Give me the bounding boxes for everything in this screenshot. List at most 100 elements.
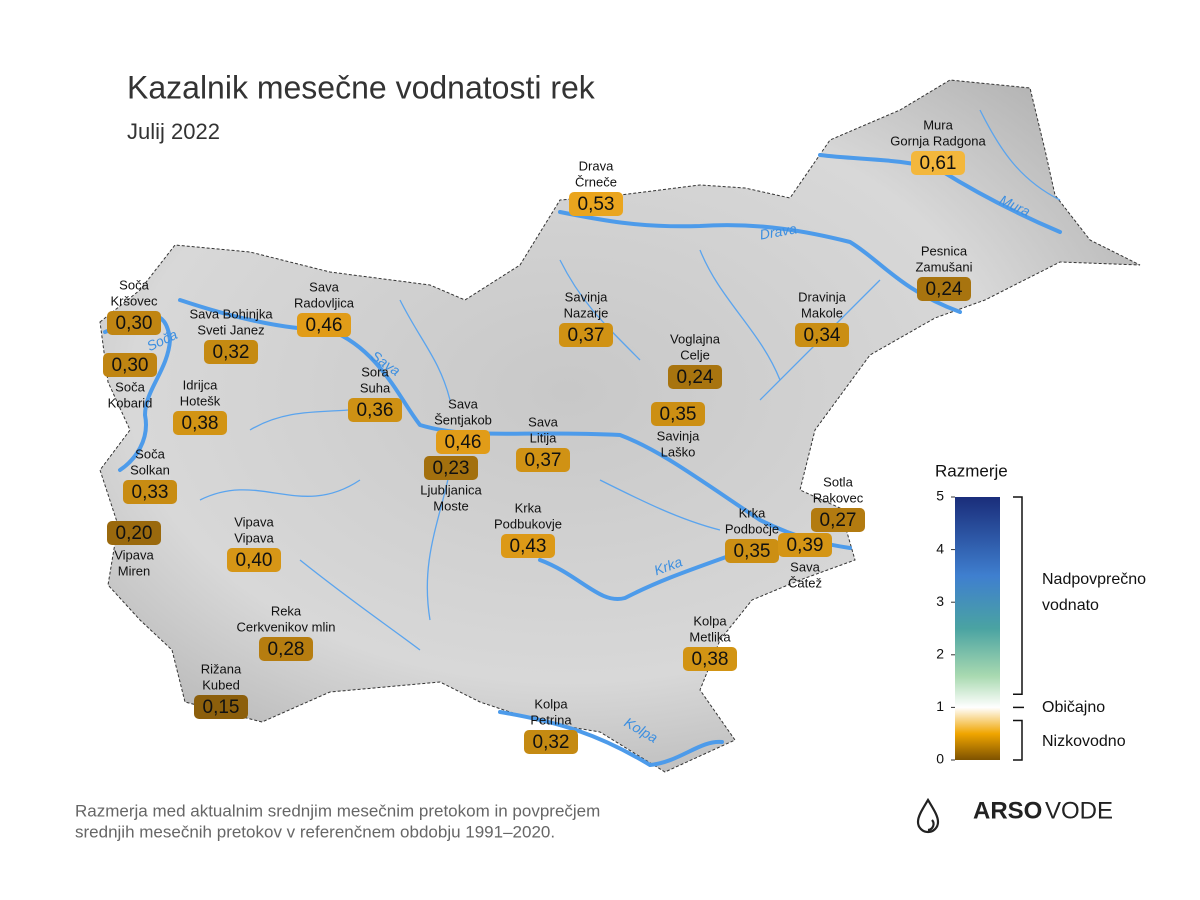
station-name: Sveti Janez xyxy=(197,322,264,337)
river-name: Pesnica xyxy=(921,243,968,258)
river-name: Sava xyxy=(790,559,820,574)
station-name: Cerkvenikov mlin xyxy=(237,619,336,634)
station-name: Nazarje xyxy=(564,305,609,320)
river-name: Rižana xyxy=(201,661,242,676)
value-box xyxy=(424,456,478,480)
value-box xyxy=(559,323,613,347)
station-name: Vipava xyxy=(234,530,274,545)
value-box xyxy=(173,411,227,435)
value: 0,61 xyxy=(920,153,957,174)
value-box xyxy=(348,398,402,422)
value: 0,35 xyxy=(734,541,771,562)
station-name: Suha xyxy=(360,380,391,395)
legend-title: Razmerje xyxy=(935,461,1008,480)
station-name: Čatež xyxy=(788,575,822,590)
logo-text: ARSO xyxy=(973,797,1042,824)
station-name: Šentjakob xyxy=(434,412,492,427)
value: 0,43 xyxy=(510,536,547,557)
value: 0,37 xyxy=(525,450,562,471)
value-box xyxy=(227,548,281,572)
river-name: Kolpa xyxy=(534,696,568,711)
river-name: Sava xyxy=(309,279,339,294)
river-name: Ljubljanica xyxy=(420,482,482,497)
river-name: Reka xyxy=(271,603,302,618)
station-name: Podbukovje xyxy=(494,516,562,531)
river-name: Sora xyxy=(361,364,389,379)
value-box xyxy=(795,323,849,347)
value-box xyxy=(204,340,258,364)
value: 0,35 xyxy=(660,404,697,425)
station-name: Radovljica xyxy=(294,295,355,310)
river-name: Dravinja xyxy=(798,289,846,304)
river-name: Soča xyxy=(119,277,149,292)
legend-tick-label: 2 xyxy=(936,646,944,662)
value: 0,38 xyxy=(692,649,729,670)
footnote: srednjih mesečnih pretokov v referenčnem… xyxy=(75,822,555,841)
legend-tick-label: 3 xyxy=(936,593,944,609)
value: 0,34 xyxy=(804,325,841,346)
river-name: Soča xyxy=(135,446,165,461)
station-name: Rakovec xyxy=(813,490,864,505)
station-name: Črneče xyxy=(575,174,617,189)
station-name: Gornja Radgona xyxy=(890,133,986,148)
value-box xyxy=(569,192,623,216)
river-name: Savinja xyxy=(657,428,700,443)
value-box xyxy=(811,508,865,532)
station-name: Petrina xyxy=(530,712,572,727)
value: 0,38 xyxy=(182,413,219,434)
legend-bracket xyxy=(1013,719,1023,761)
value: 0,46 xyxy=(306,315,343,336)
river-name: Drava xyxy=(579,158,614,173)
river-name: Mura xyxy=(923,117,953,132)
value: 0,53 xyxy=(578,194,615,215)
footnote: Razmerja med aktualnim srednjim mesečnim… xyxy=(75,801,600,820)
station-name: Miren xyxy=(118,563,151,578)
station-name: Kršovec xyxy=(111,293,158,308)
river-name: Kolpa xyxy=(693,613,727,628)
river-name: Sava Bohinjka xyxy=(189,306,273,321)
station-name: Celje xyxy=(680,347,710,362)
station-name: Hotešk xyxy=(180,393,221,408)
legend-bracket xyxy=(1013,496,1023,695)
value-box xyxy=(917,277,971,301)
value: 0,46 xyxy=(445,432,482,453)
station-name: Litija xyxy=(530,430,558,445)
river-name: Sava xyxy=(528,414,558,429)
river-name: Savinja xyxy=(565,289,608,304)
value-box xyxy=(501,534,555,558)
value-box xyxy=(297,313,351,337)
value: 0,27 xyxy=(820,510,857,531)
value-box xyxy=(524,730,578,754)
title: Kazalnik mesečne vodnatosti rek xyxy=(127,69,596,105)
value-box xyxy=(259,637,313,661)
value: 0,32 xyxy=(533,732,570,753)
legend-class: Običajno xyxy=(1042,699,1105,716)
legend-tick-label: 0 xyxy=(936,751,944,767)
value-box xyxy=(651,402,705,426)
value: 0,24 xyxy=(926,279,963,300)
river-name: Krka xyxy=(515,500,543,515)
river-name: Krka xyxy=(739,505,767,520)
value-box xyxy=(436,430,490,454)
value: 0,23 xyxy=(433,458,470,479)
station-name: Podbočje xyxy=(725,521,779,536)
value-box xyxy=(194,695,248,719)
station-name: Zamušani xyxy=(915,259,972,274)
